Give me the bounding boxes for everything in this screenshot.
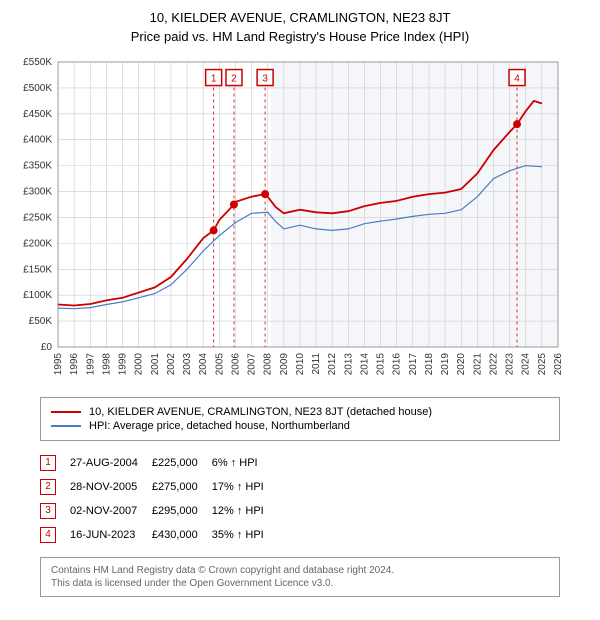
svg-text:£400K: £400K bbox=[23, 135, 52, 146]
svg-text:£450K: £450K bbox=[23, 109, 52, 120]
price-chart: £0 £50K £100K £150K £200K £250K £300K £350K £400… bbox=[10, 52, 570, 382]
chart-container: £0 £50K £100K £150K £200K £250K £300K £350K £400… bbox=[10, 52, 590, 387]
svg-text:2008: 2008 bbox=[263, 353, 274, 376]
svg-text:1996: 1996 bbox=[69, 353, 80, 376]
svg-text:£500K: £500K bbox=[23, 83, 52, 94]
footer-line1: Contains HM Land Registry data © Crown c… bbox=[51, 564, 549, 577]
svg-text:£0: £0 bbox=[41, 342, 53, 353]
sales-row: 3 02-NOV-2007£295,00012% ↑ HPI bbox=[40, 499, 278, 523]
legend-row-hpi: HPI: Average price, detached house, Nort… bbox=[51, 420, 549, 432]
sale-date: 02-NOV-2007 bbox=[70, 499, 152, 523]
svg-text:2002: 2002 bbox=[166, 353, 177, 376]
svg-text:1995: 1995 bbox=[53, 353, 64, 376]
svg-text:2011: 2011 bbox=[311, 353, 322, 375]
sale-delta: 35% ↑ HPI bbox=[212, 523, 278, 547]
sale-marker-icon: 2 bbox=[40, 479, 56, 495]
sales-row: 4 16-JUN-2023£430,00035% ↑ HPI bbox=[40, 523, 278, 547]
svg-text:2015: 2015 bbox=[376, 353, 387, 376]
svg-text:£150K: £150K bbox=[23, 264, 52, 275]
sale-marker-icon: 1 bbox=[40, 455, 56, 471]
sale-marker-icon: 4 bbox=[40, 527, 56, 543]
svg-text:2012: 2012 bbox=[327, 353, 338, 376]
svg-text:2019: 2019 bbox=[440, 353, 451, 376]
svg-text:£250K: £250K bbox=[23, 212, 52, 223]
svg-text:2021: 2021 bbox=[472, 353, 483, 376]
svg-text:1: 1 bbox=[211, 74, 217, 85]
sale-price: £295,000 bbox=[152, 499, 212, 523]
legend-swatch-hpi bbox=[51, 425, 81, 427]
svg-text:2006: 2006 bbox=[230, 353, 241, 376]
svg-text:2003: 2003 bbox=[182, 353, 193, 376]
svg-text:2020: 2020 bbox=[456, 353, 467, 376]
legend: 10, KIELDER AVENUE, CRAMLINGTON, NE23 8J… bbox=[40, 397, 560, 441]
svg-text:£350K: £350K bbox=[23, 161, 52, 172]
svg-text:2: 2 bbox=[231, 74, 237, 85]
sales-row: 1 27-AUG-2004£225,0006% ↑ HPI bbox=[40, 451, 278, 475]
svg-text:2013: 2013 bbox=[343, 353, 354, 376]
svg-text:1999: 1999 bbox=[118, 353, 129, 376]
svg-text:2016: 2016 bbox=[392, 353, 403, 376]
svg-text:2014: 2014 bbox=[359, 353, 370, 376]
sale-date: 28-NOV-2005 bbox=[70, 475, 152, 499]
svg-text:1997: 1997 bbox=[85, 353, 96, 376]
sale-delta: 17% ↑ HPI bbox=[212, 475, 278, 499]
footer: Contains HM Land Registry data © Crown c… bbox=[40, 557, 560, 597]
sales-row: 2 28-NOV-2005£275,00017% ↑ HPI bbox=[40, 475, 278, 499]
sale-price: £275,000 bbox=[152, 475, 212, 499]
legend-label-property: 10, KIELDER AVENUE, CRAMLINGTON, NE23 8J… bbox=[89, 406, 432, 418]
sale-date: 16-JUN-2023 bbox=[70, 523, 152, 547]
svg-text:£50K: £50K bbox=[29, 316, 53, 327]
svg-text:2010: 2010 bbox=[295, 353, 306, 376]
svg-text:2001: 2001 bbox=[150, 353, 161, 376]
svg-text:2025: 2025 bbox=[537, 353, 548, 376]
sale-date: 27-AUG-2004 bbox=[70, 451, 152, 475]
svg-text:£300K: £300K bbox=[23, 187, 52, 198]
svg-text:2018: 2018 bbox=[424, 353, 435, 376]
svg-text:2005: 2005 bbox=[214, 353, 225, 376]
page-title-line1: 10, KIELDER AVENUE, CRAMLINGTON, NE23 8J… bbox=[10, 10, 590, 25]
svg-text:£550K: £550K bbox=[23, 57, 52, 68]
svg-text:2000: 2000 bbox=[134, 353, 145, 376]
page-title-line2: Price paid vs. HM Land Registry's House … bbox=[10, 29, 590, 44]
sale-delta: 6% ↑ HPI bbox=[212, 451, 278, 475]
sales-table: 1 27-AUG-2004£225,0006% ↑ HPI 2 28-NOV-2005… bbox=[40, 451, 278, 547]
svg-text:2024: 2024 bbox=[521, 353, 532, 376]
sale-price: £430,000 bbox=[152, 523, 212, 547]
svg-text:2009: 2009 bbox=[279, 353, 290, 376]
svg-text:3: 3 bbox=[262, 74, 268, 85]
svg-text:2017: 2017 bbox=[408, 353, 419, 376]
svg-text:£200K: £200K bbox=[23, 238, 52, 249]
legend-row-property: 10, KIELDER AVENUE, CRAMLINGTON, NE23 8J… bbox=[51, 406, 549, 418]
sale-marker-icon: 3 bbox=[40, 503, 56, 519]
legend-swatch-property bbox=[51, 411, 81, 413]
sale-delta: 12% ↑ HPI bbox=[212, 499, 278, 523]
svg-text:£100K: £100K bbox=[23, 290, 52, 301]
legend-label-hpi: HPI: Average price, detached house, Nort… bbox=[89, 420, 350, 432]
svg-text:2022: 2022 bbox=[488, 353, 499, 376]
svg-text:1998: 1998 bbox=[101, 353, 112, 376]
svg-text:2023: 2023 bbox=[505, 353, 516, 376]
svg-text:2004: 2004 bbox=[198, 353, 209, 376]
svg-text:2007: 2007 bbox=[247, 353, 258, 376]
svg-text:2026: 2026 bbox=[553, 353, 564, 376]
footer-line2: This data is licensed under the Open Gov… bbox=[51, 577, 549, 590]
svg-text:4: 4 bbox=[514, 74, 520, 85]
sale-price: £225,000 bbox=[152, 451, 212, 475]
